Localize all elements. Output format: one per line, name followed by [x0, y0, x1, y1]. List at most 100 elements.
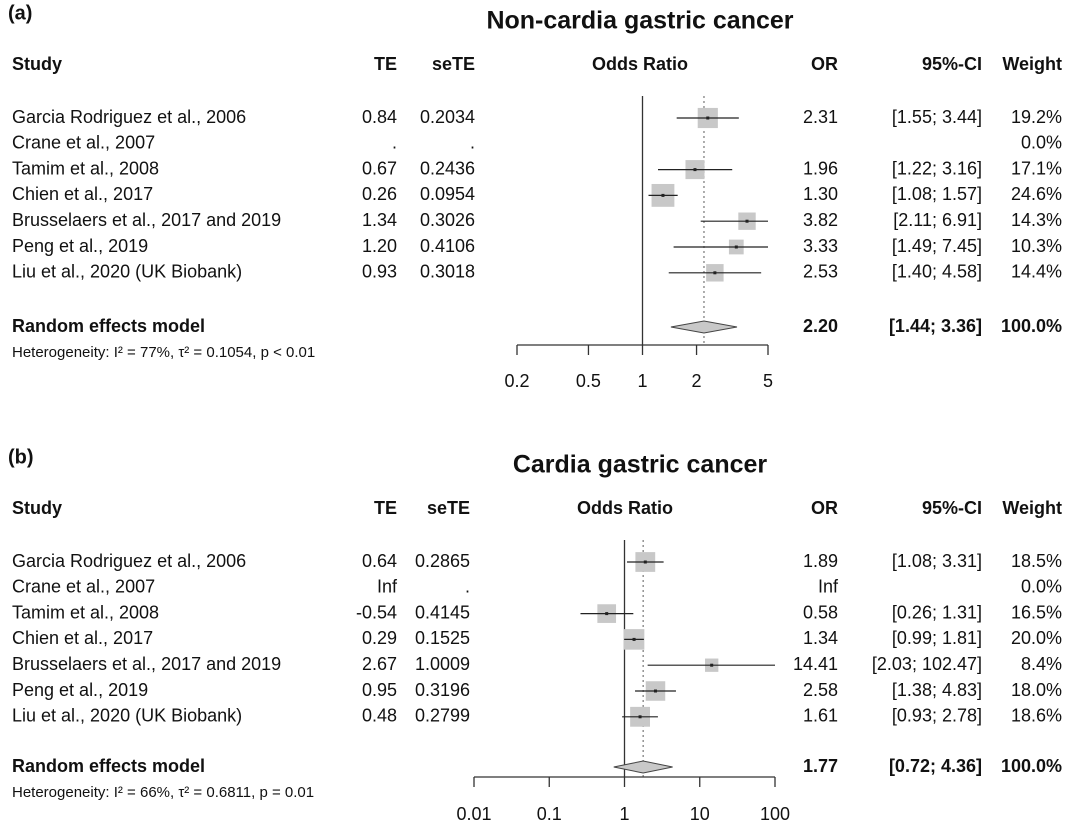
weight-value: 0.0%: [1021, 577, 1062, 597]
te-value: 1.34: [362, 210, 397, 230]
sete-value: .: [465, 577, 470, 597]
weight-value: 18.0%: [1011, 680, 1062, 700]
or-value: 2.58: [803, 680, 838, 700]
point: [605, 612, 609, 616]
weight-value: 10.3%: [1011, 236, 1062, 256]
study-name: Chien et al., 2017: [12, 184, 153, 204]
heterogeneity: Heterogeneity: I² = 77%, τ² = 0.1054, p …: [12, 344, 315, 361]
summary-or: 1.77: [803, 756, 838, 776]
sete-value: 0.3018: [420, 262, 475, 282]
study-name: Crane et al., 2007: [12, 133, 155, 153]
weight-value: 18.6%: [1011, 706, 1062, 726]
x-tick-label: 2: [692, 371, 702, 391]
point: [706, 116, 710, 120]
te-value: 0.64: [362, 551, 397, 571]
header: TE: [374, 54, 397, 74]
ci-value: [2.11; 6.91]: [893, 210, 982, 230]
sete-value: 0.4106: [420, 236, 475, 256]
summary-diamond: [613, 760, 673, 774]
point: [710, 663, 714, 667]
te-value: 0.26: [362, 184, 397, 204]
te-value: 0.95: [362, 680, 397, 700]
header: Odds Ratio: [577, 498, 673, 518]
summary-ci: [0.72; 4.36]: [889, 756, 982, 776]
sete-value: 1.0009: [415, 654, 470, 674]
study-name: Brusselaers et al., 2017 and 2019: [12, 210, 281, 230]
study-name: Peng et al., 2019: [12, 236, 148, 256]
header: Study: [12, 54, 62, 74]
sete-value: 0.0954: [420, 184, 475, 204]
sete-value: .: [470, 133, 475, 153]
point: [713, 271, 717, 275]
ci-value: [1.40; 4.58]: [892, 262, 982, 282]
study-name: Brusselaers et al., 2017 and 2019: [12, 654, 281, 674]
weight-value: 17.1%: [1011, 158, 1062, 178]
point: [638, 715, 642, 719]
or-value: 2.53: [803, 262, 838, 282]
chart-title: Non-cardia gastric cancer: [486, 7, 793, 35]
sete-value: 0.4145: [415, 602, 470, 622]
header: Study: [12, 498, 62, 518]
ci-value: [2.03; 102.47]: [872, 654, 982, 674]
summary-weight: 100.0%: [1001, 316, 1062, 336]
te-value: 2.67: [362, 654, 397, 674]
study-name: Garcia Rodriguez et al., 2006: [12, 551, 246, 571]
or-value: 1.96: [803, 158, 838, 178]
heterogeneity: Heterogeneity: I² = 66%, τ² = 0.6811, p …: [12, 784, 314, 801]
point: [643, 560, 647, 564]
point: [632, 637, 636, 641]
weight-value: 14.3%: [1011, 210, 1062, 230]
te-value: 0.93: [362, 262, 397, 282]
point: [661, 193, 665, 197]
header: OR: [811, 54, 838, 74]
header: seTE: [427, 498, 470, 518]
or-value: 14.41: [793, 654, 838, 674]
ci-value: [0.93; 2.78]: [892, 706, 982, 726]
study-name: Peng et al., 2019: [12, 680, 148, 700]
study-name: Chien et al., 2017: [12, 628, 153, 648]
or-value: 2.31: [803, 107, 838, 127]
ci-value: [1.08; 1.57]: [892, 184, 982, 204]
ci-value: [1.08; 3.31]: [892, 551, 982, 571]
x-tick-label: 1: [637, 371, 647, 391]
te-value: 0.84: [362, 107, 397, 127]
sete-value: 0.2799: [415, 706, 470, 726]
summary-weight: 100.0%: [1001, 756, 1062, 776]
te-value: 0.48: [362, 706, 397, 726]
x-tick-label: 10: [690, 804, 710, 824]
x-tick-label: 0.2: [504, 371, 529, 391]
or-value: 1.34: [803, 628, 838, 648]
or-value: 3.33: [803, 236, 838, 256]
ci-value: [0.26; 1.31]: [892, 602, 982, 622]
summary-name: Random effects model: [12, 316, 205, 336]
or-value: 1.61: [803, 706, 838, 726]
sete-value: 0.2034: [420, 107, 475, 127]
ci-value: [1.22; 3.16]: [892, 158, 982, 178]
panel-label: (b): [8, 446, 34, 468]
study-name: Liu et al., 2020 (UK Biobank): [12, 262, 242, 282]
point: [693, 168, 697, 172]
or-value: 3.82: [803, 210, 838, 230]
header: Weight: [1002, 498, 1062, 518]
header: 95%-CI: [922, 54, 982, 74]
x-tick-label: 0.01: [456, 804, 491, 824]
study-name: Tamim et al., 2008: [12, 602, 159, 622]
sete-value: 0.3196: [415, 680, 470, 700]
sete-value: 0.3026: [420, 210, 475, 230]
header: Weight: [1002, 54, 1062, 74]
point: [653, 689, 657, 693]
weight-value: 24.6%: [1011, 184, 1062, 204]
header: OR: [811, 498, 838, 518]
summary-ci: [1.44; 3.36]: [889, 316, 982, 336]
x-tick-label: 0.5: [576, 371, 601, 391]
x-tick-label: 0.1: [537, 804, 562, 824]
weight-value: 18.5%: [1011, 551, 1062, 571]
ci-value: [1.55; 3.44]: [892, 107, 982, 127]
or-value: 1.89: [803, 551, 838, 571]
sete-value: 0.2865: [415, 551, 470, 571]
header: Odds Ratio: [592, 54, 688, 74]
sete-value: 0.2436: [420, 158, 475, 178]
te-value: 0.67: [362, 158, 397, 178]
x-tick-label: 5: [763, 371, 773, 391]
